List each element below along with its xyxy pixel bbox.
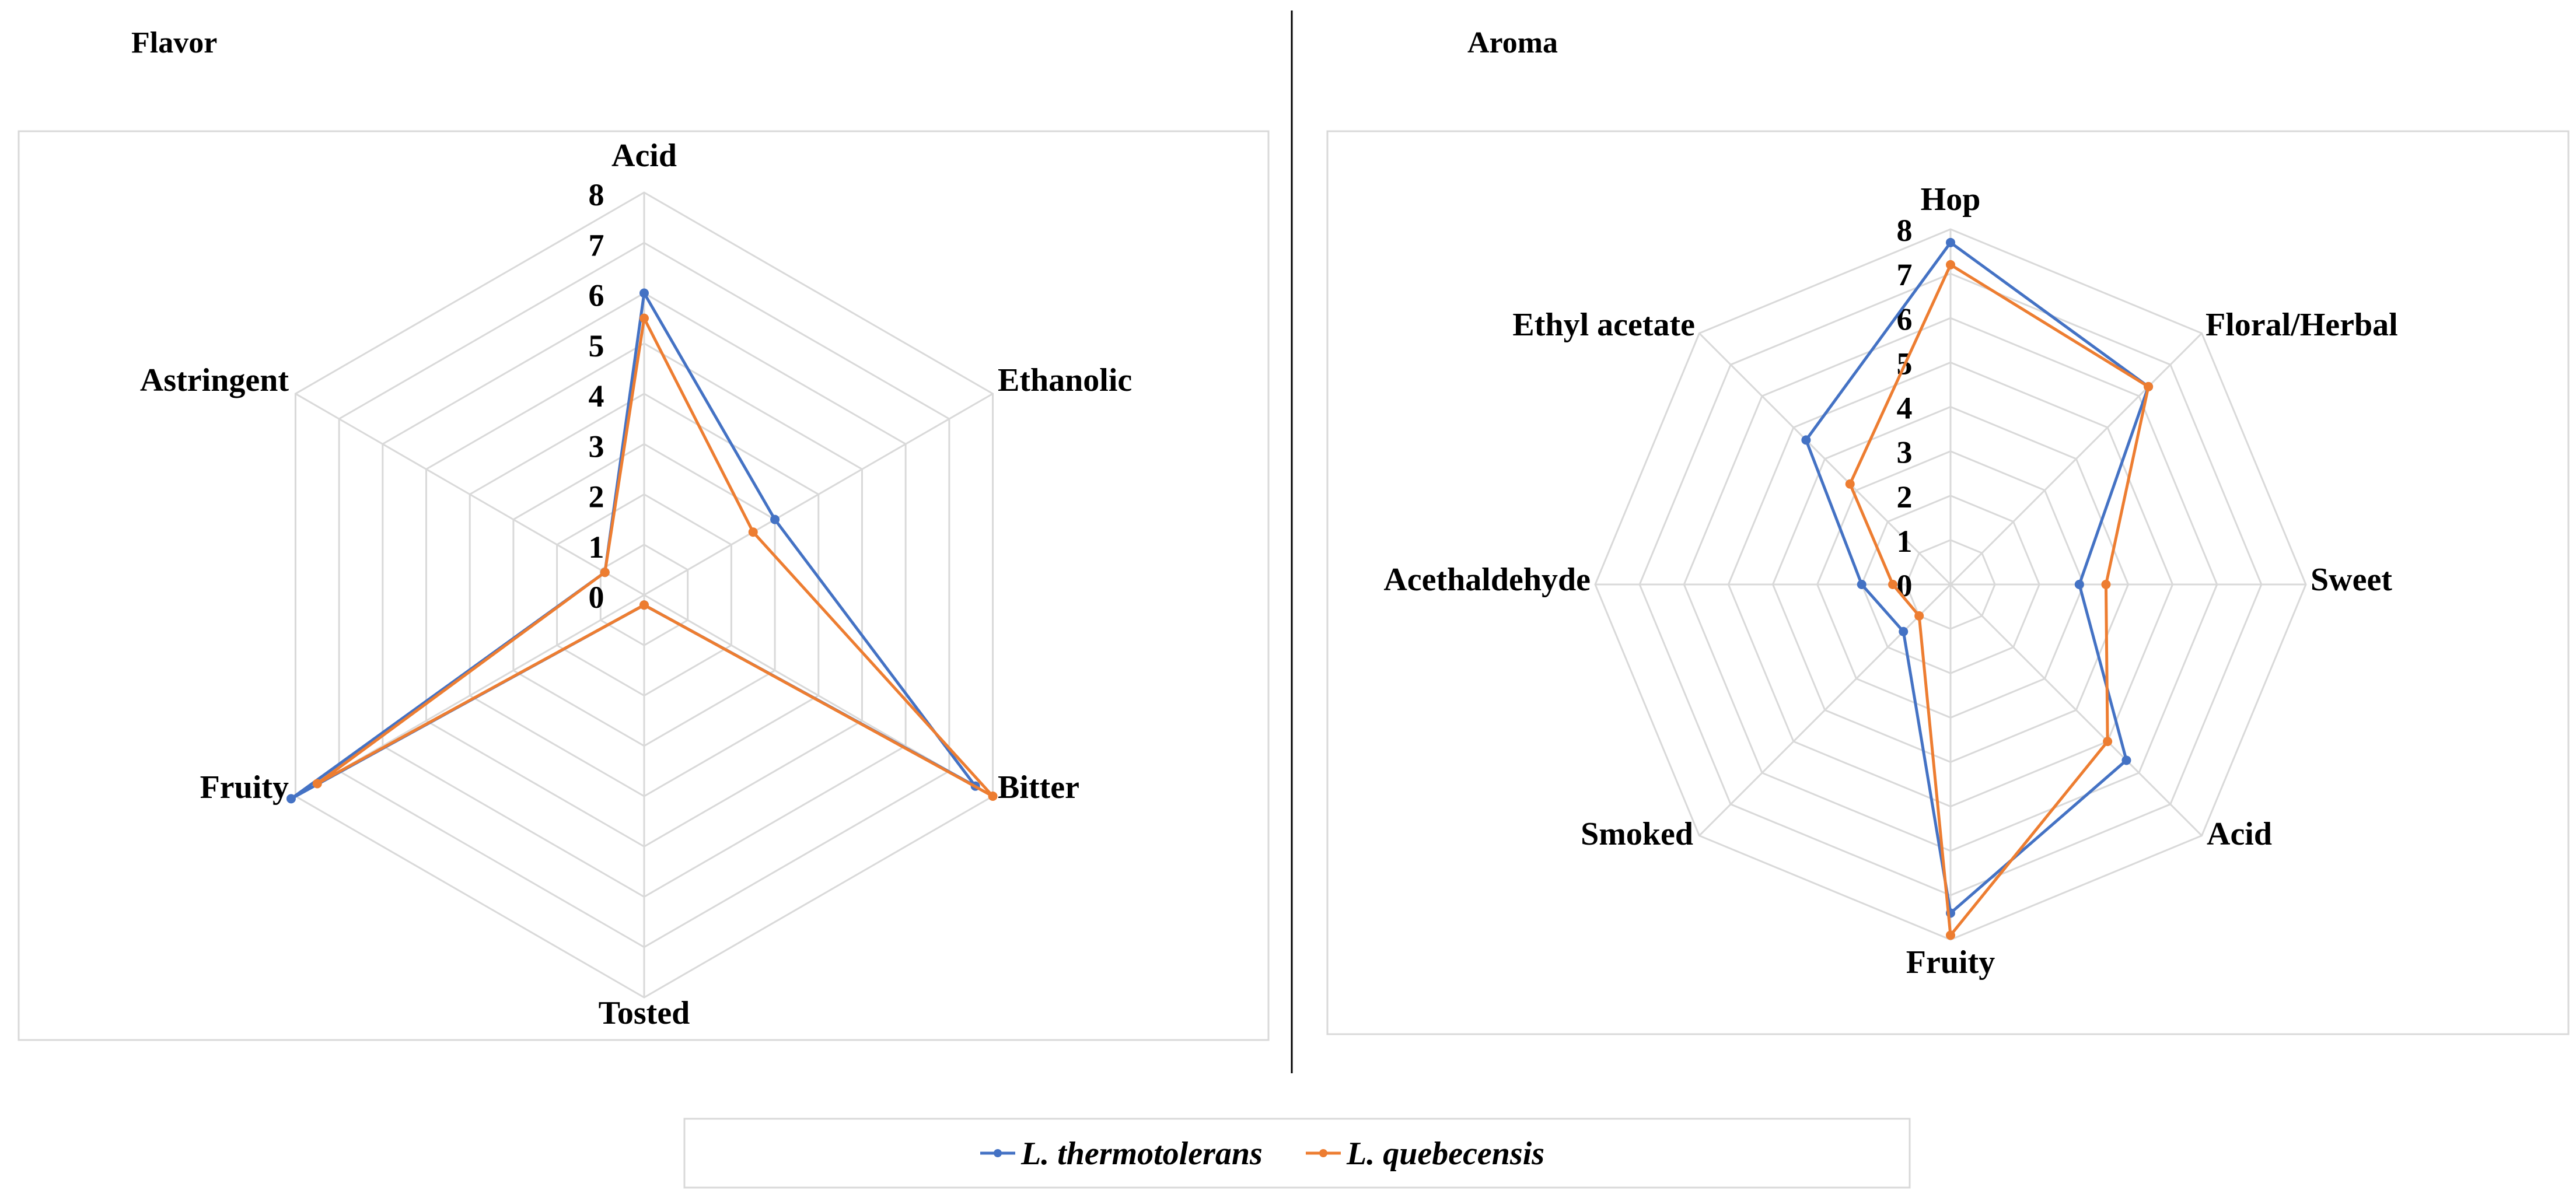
flavor-tick-label-4: 4 [589,379,604,414]
aroma-point-l-thermotolerans-acid [2121,755,2131,765]
aroma-point-l-quebecensis-floral-herbal [2144,381,2154,391]
aroma-radar-chart: 012345678HopFloral/HerbalSweetAcidFruity… [1383,181,2397,981]
aroma-point-l-thermotolerans-sweet [2074,580,2084,589]
aroma-chart-frame [1326,130,2570,1035]
flavor-point-l-thermotolerans-fruity [286,794,296,804]
aroma-tick-label-2: 2 [1897,479,1913,514]
flavor-chart-frame [18,130,1270,1041]
aroma-category-label-floral-herbal: Floral/Herbal [2205,307,2398,343]
aroma-category-label-acid: Acid [2207,816,2272,852]
aroma-category-label-fruity: Fruity [1906,944,1995,981]
flavor-tick-label-6: 6 [589,278,604,313]
aroma-category-label-acethaldehyde: Acethaldehyde [1383,562,1591,598]
flavor-category-label-bitter: Bitter [998,769,1079,806]
flavor-point-l-quebecensis-ethanolic [748,527,758,537]
flavor-tick-label-7: 7 [589,227,604,262]
flavor-series-line-l-thermotolerans [289,292,977,800]
flavor-spoke-astringent [295,393,645,596]
flavor-point-l-thermotolerans-acid [639,288,649,298]
aroma-point-l-quebecensis-ethyl-acetate [1845,479,1855,489]
aroma-spoke-floral-herbal [1949,332,2203,586]
flavor-point-l-quebecensis-tosted [639,600,649,610]
aroma-point-l-quebecensis-hop [1946,260,1955,269]
aroma-tick-label-3: 3 [1897,435,1913,470]
flavor-point-l-quebecensis-fruity [312,779,322,789]
aroma-category-label-smoked: Smoked [1581,816,1693,852]
aroma-tick-label-8: 8 [1897,213,1913,248]
flavor-tick-label-0: 0 [589,580,604,615]
aroma-spoke-ethyl-acetate [1698,332,1952,586]
legend-item-thermotolerans[interactable]: L. thermotolerans [980,1136,1263,1172]
flavor-tick-label-2: 2 [589,479,604,514]
legend-label-thermotolerans: L. thermotolerans [1020,1136,1263,1172]
flavor-spoke-ethanolic [644,393,994,596]
flavor-category-label-fruity: Fruity [200,769,289,806]
legend-item-quebecensis[interactable]: L. quebecensis [1306,1136,1544,1172]
aroma-series-line-l-quebecensis [1848,263,2150,937]
aroma-tick-label-7: 7 [1897,257,1913,292]
aroma-point-l-thermotolerans-acethaldehyde [1857,580,1867,589]
aroma-category-label-hop: Hop [1921,181,1981,218]
legend-marker-thermotolerans [994,1149,1002,1157]
aroma-point-l-quebecensis-acethaldehyde [1888,580,1898,589]
aroma-category-label-sweet: Sweet [2311,562,2392,598]
legend-label-quebecensis: L. quebecensis [1346,1136,1544,1172]
flavor-panel-title: Flavor [131,26,217,59]
flavor-category-label-tosted: Tosted [599,995,690,1031]
legend: L. thermotolerans L. quebecensis [683,1118,1911,1189]
aroma-panel-title: Aroma [1467,26,1558,59]
flavor-point-l-quebecensis-astringent [600,568,610,577]
flavor-point-l-quebecensis-acid [639,313,649,323]
aroma-point-l-thermotolerans-smoked [1899,626,1909,636]
aroma-spoke-smoked [1698,583,1952,836]
flavor-tick-label-5: 5 [589,328,604,363]
aroma-category-label-ethyl-acetate: Ethyl acetate [1512,307,1695,343]
flavor-category-label-astringent: Astringent [140,362,289,398]
flavor-category-label-acid: Acid [611,138,677,174]
legend-marker-quebecensis [1319,1149,1327,1157]
flavor-point-l-quebecensis-bitter [988,792,998,801]
flavor-tick-label-8: 8 [589,177,604,212]
flavor-tick-label-1: 1 [589,530,604,565]
aroma-point-l-quebecensis-smoked [1914,611,1924,621]
aroma-point-l-quebecensis-acid [2103,737,2113,747]
aroma-spoke-acid [1949,583,2203,836]
aroma-point-l-quebecensis-fruity [1946,930,1955,940]
aroma-point-l-quebecensis-sweet [2101,580,2111,589]
flavor-point-l-thermotolerans-ethanolic [770,514,780,524]
aroma-tick-label-1: 1 [1897,524,1913,559]
aroma-tick-label-4: 4 [1897,391,1913,426]
legend-frame [683,1118,1911,1189]
aroma-point-l-thermotolerans-ethyl-acetate [1801,435,1811,445]
flavor-tick-label-3: 3 [589,429,604,464]
aroma-point-l-thermotolerans-hop [1946,237,1955,247]
flavor-category-label-ethanolic: Ethanolic [998,362,1132,398]
